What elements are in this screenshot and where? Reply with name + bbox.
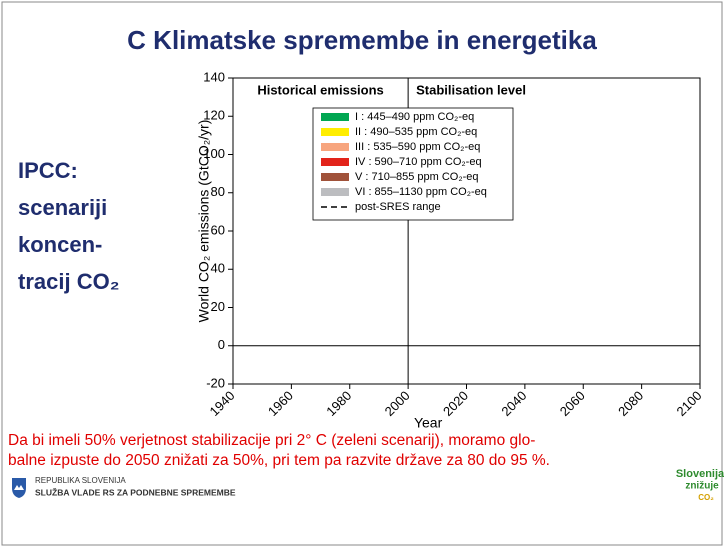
footer-line1: REPUBLIKA SLOVENIJA [35, 476, 126, 485]
x-tick-label: 1980 [323, 388, 354, 419]
x-tick-label: 2020 [440, 388, 471, 419]
y-tick-label: 0 [218, 337, 225, 352]
coat-of-arms [12, 478, 26, 498]
note-line: balne izpuste do 2050 znižati za 50%, pr… [8, 452, 550, 469]
legend-swatch [321, 128, 349, 136]
note-line: Da bi imeli 50% verjetnost stabilizacije… [8, 432, 536, 449]
x-tick-label: 1940 [206, 388, 237, 419]
slide-title: C Klimatske spremembe in energetika [127, 25, 597, 55]
y-tick-label: 60 [211, 222, 225, 237]
x-tick-label: 2080 [615, 388, 646, 419]
x-tick-label: 2100 [673, 388, 704, 419]
side-line: scenariji [18, 195, 107, 220]
legend-label: I : 445–490 ppm CO₂-eq [355, 111, 474, 123]
side-line: IPCC: [18, 158, 78, 183]
logo-line1: Slovenija [676, 468, 724, 480]
legend-swatch [321, 143, 349, 151]
y-tick-label: 80 [211, 184, 225, 199]
section-label: Historical emissions [257, 82, 383, 97]
legend-label: V : 710–855 ppm CO₂-eq [355, 171, 479, 183]
y-tick-label: -20 [206, 375, 225, 390]
logo-line2: znižuje [685, 481, 719, 492]
y-tick-label: 100 [203, 146, 225, 161]
footer-line2: SLUŽBA VLADE RS ZA PODNEBNE SPREMEMBE [35, 486, 236, 497]
legend-swatch [321, 173, 349, 181]
legend-label: II : 490–535 ppm CO₂-eq [355, 126, 477, 138]
legend-label: III : 535–590 ppm CO₂-eq [355, 141, 480, 153]
y-tick-label: 20 [211, 299, 225, 314]
legend-label: IV : 590–710 ppm CO₂-eq [355, 156, 482, 168]
x-tick-label: 1960 [265, 388, 296, 419]
plot: Historical emissions Stabilisation level -… [196, 69, 705, 430]
logo-line3: CO₂ [698, 493, 714, 502]
side-text: IPCC: scenariji koncen-tracij CO₂ [18, 158, 119, 294]
x-tick-label: 2060 [557, 388, 588, 419]
side-line: tracij CO₂ [18, 269, 119, 294]
legend-swatch [321, 188, 349, 196]
y-tick-label: 40 [211, 261, 225, 276]
side-line: koncen- [18, 232, 102, 257]
x-axis-label: Year [414, 415, 443, 431]
legend-label: VI : 855–1130 ppm CO₂-eq [355, 186, 487, 198]
section-label: Stabilisation level [416, 82, 526, 97]
legend-swatch [321, 113, 349, 121]
legend-swatch [321, 158, 349, 166]
legend-label: post-SRES range [355, 201, 441, 213]
y-tick-label: 120 [203, 108, 225, 123]
x-tick-label: 2040 [498, 388, 529, 419]
y-tick-label: 140 [203, 69, 225, 84]
x-tick-label: 2000 [382, 388, 413, 419]
y-axis-label: World CO₂ emissions (GtCO₂/yr) [196, 120, 212, 323]
